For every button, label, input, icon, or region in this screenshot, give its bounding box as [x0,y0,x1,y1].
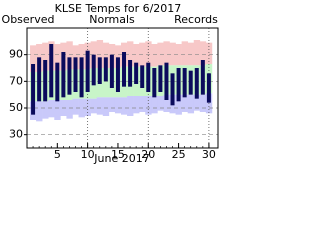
record-low-band [175,94,182,115]
record-high-band [42,42,49,71]
observed-bar [182,68,187,98]
record-low-band [42,101,49,119]
page: {"chart_data":{"type":"temperature-range… [1,2,219,165]
legend-records: Records [174,13,218,26]
observed-bar [146,62,151,92]
y-tick-label: 70 [9,74,23,87]
observed-bar [206,73,211,103]
record-low-band [66,100,73,119]
observed-bar [134,62,139,84]
plot-frame [26,27,219,149]
record-low-band [36,101,43,122]
record-low-band [199,94,207,112]
x-tick-label: 25 [172,148,186,161]
observed-bar [73,57,78,92]
record-low-band [78,98,85,118]
record-low-band [187,94,195,114]
x-tick-label: 30 [202,148,216,161]
record-high-band [102,42,110,68]
record-low-band [72,98,79,115]
legend-observed: Observed [2,13,55,26]
record-low-band [54,100,61,120]
observed-bar [128,60,133,87]
record-high-band [30,45,37,72]
observed-bar [158,65,163,92]
normal-band [102,68,110,98]
chart-title: KLSE Temps for 6/2017 [55,2,182,15]
record-low-band [90,98,98,114]
record-high-band [66,41,73,70]
record-high-band [72,45,79,70]
observed-bar [115,57,120,92]
record-high-band [175,44,182,66]
observed-bar [91,54,96,86]
record-low-band [157,96,164,111]
record-low-band [120,97,128,115]
record-low-band [181,94,188,112]
record-low-band [139,96,146,112]
record-high-band [96,40,104,68]
record-high-band [78,44,85,70]
record-high-band [199,41,207,66]
record-low-band [163,94,170,112]
observed-bar [170,73,175,106]
record-low-band [114,97,122,114]
observed-bar [152,68,157,98]
observed-bar [164,62,169,100]
observed-bar [140,65,145,88]
record-low-band [48,100,55,118]
observed-bar [37,57,42,102]
observed-bar [176,68,181,102]
record-high-band [181,41,188,66]
record-high-band [133,44,140,67]
record-low-band [193,94,201,111]
record-low-band [151,96,158,114]
observed-bar [85,50,90,92]
observed-bar [194,68,199,99]
observed-bar [109,54,114,88]
observed-bar [200,60,205,95]
record-low-band [96,97,104,115]
observed-bar [49,44,54,98]
x-tick-label: 15 [111,148,125,161]
x-axis-label: June 2017 [93,152,149,165]
record-high-band [169,42,176,66]
chart: KLSE Temps for 6/2017 Observed Normals R… [2,2,219,165]
observed-bar [122,52,127,87]
record-low-band [133,96,140,114]
record-low-band [84,98,91,116]
observed-bar [55,62,60,102]
observed-bar [103,57,108,82]
record-high-band [163,41,170,66]
observed-bar [188,70,193,95]
observed-bar [61,52,66,98]
record-low-band [102,97,110,116]
record-high-band [187,42,195,66]
record-high-band [145,41,152,67]
legend-normals: Normals [89,13,135,26]
record-low-band [145,96,152,115]
record-high-band [205,42,213,64]
observed-bar [43,60,48,102]
record-low-band [108,97,116,112]
y-tick-label: 90 [9,48,23,61]
observed-bar [97,57,102,84]
observed-bar [67,57,72,95]
record-high-band [54,44,61,71]
record-high-band [127,41,134,67]
x-tick-label: 5 [54,148,61,161]
y-tick-label: 30 [9,128,23,141]
record-high-band [114,45,122,68]
observed-bar [31,64,36,115]
x-tick-label: 10 [81,148,95,161]
y-tick-label: 50 [9,101,23,114]
record-high-band [151,44,158,67]
observed-bar [79,57,84,98]
record-high-band [193,40,201,66]
record-low-band [127,96,134,116]
record-high-band [157,42,164,66]
x-tick-label: 20 [141,148,155,161]
